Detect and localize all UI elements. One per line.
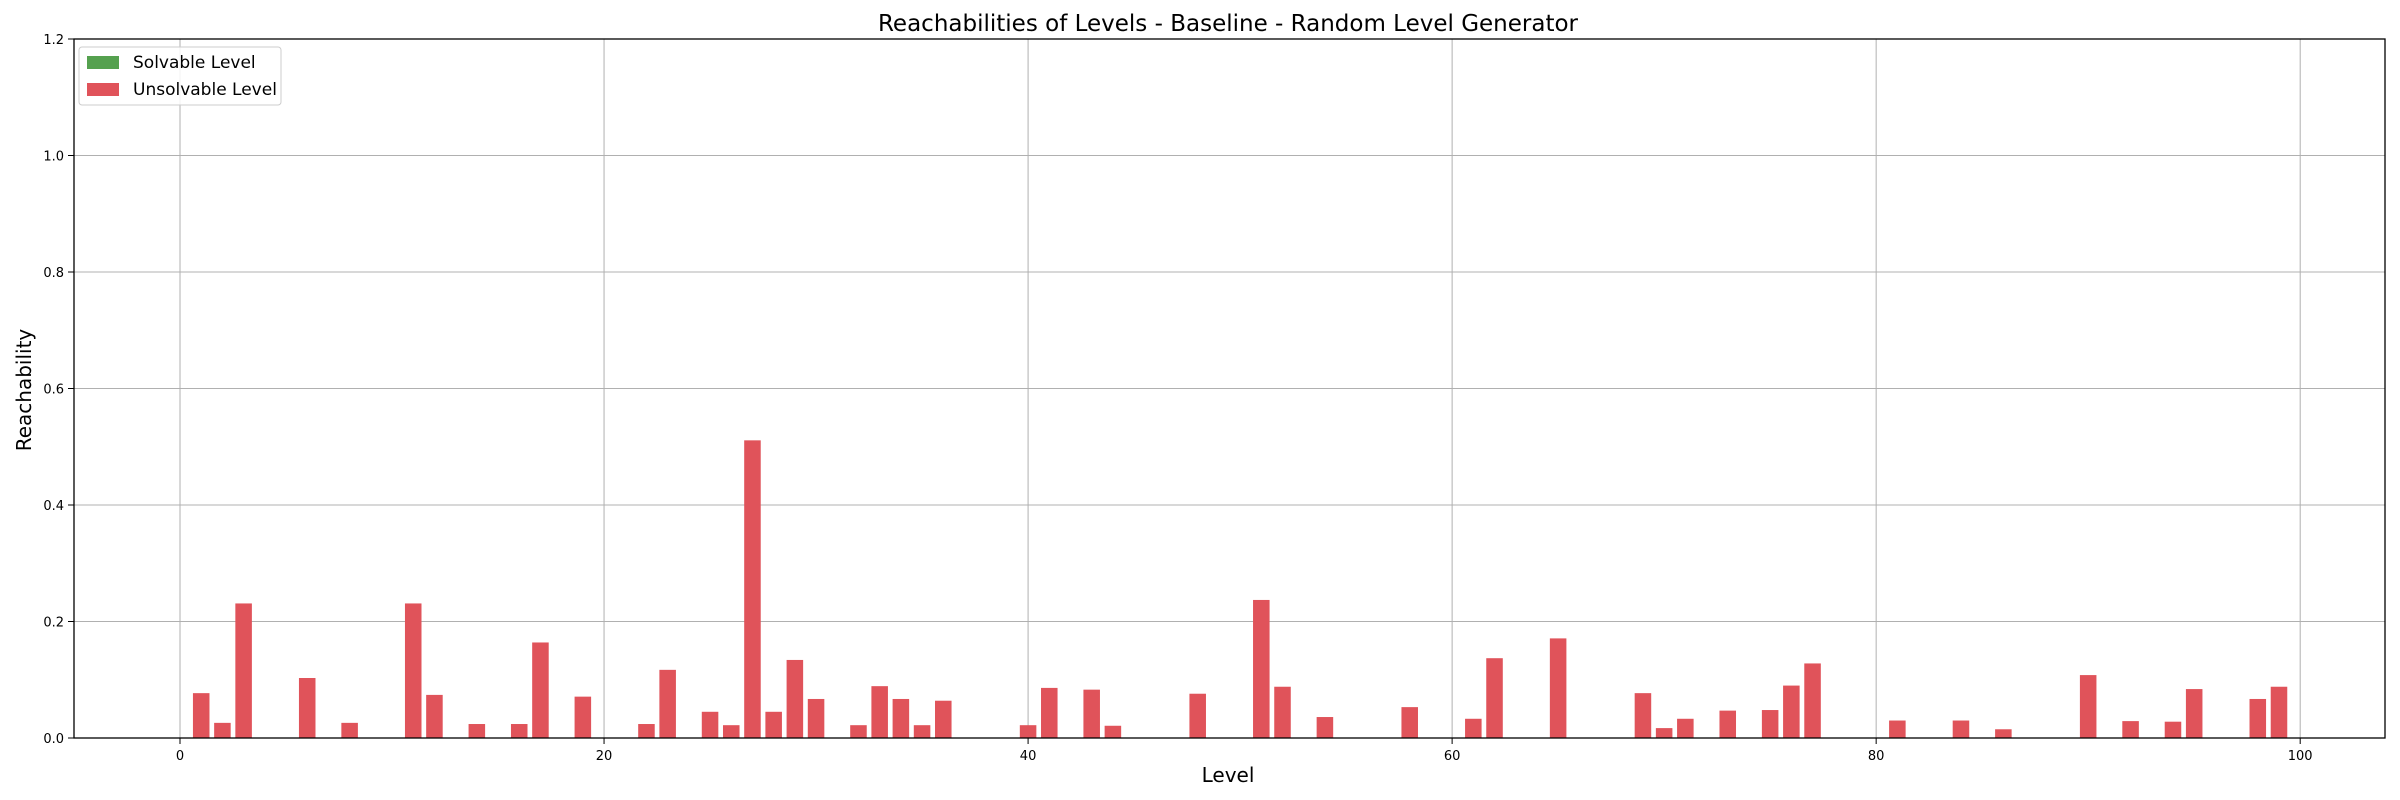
- bar: [341, 722, 358, 738]
- bar: [786, 659, 804, 738]
- bar: [1253, 599, 1270, 738]
- bar: [638, 724, 655, 738]
- bar: [1719, 710, 1737, 738]
- bar: [1274, 686, 1291, 738]
- bar: [1783, 685, 1800, 738]
- bar: [659, 669, 676, 738]
- x-tick-label: 20: [596, 749, 613, 764]
- x-tick-label: 0: [176, 749, 184, 764]
- bar: [235, 603, 252, 738]
- bar: [1804, 663, 1821, 738]
- legend: Solvable Level Unsolvable Level: [78, 46, 282, 106]
- y-tick-label: 0.6: [43, 383, 64, 398]
- bar: [1952, 720, 1970, 738]
- bar: [765, 711, 782, 738]
- bar: [701, 711, 719, 738]
- bar: [298, 678, 316, 738]
- bar: [1104, 725, 1122, 738]
- bar: [404, 603, 422, 738]
- bar: [1995, 729, 2012, 738]
- y-tick-label: 0.8: [43, 266, 64, 281]
- bar: [1634, 693, 1652, 738]
- bar: [1083, 689, 1100, 738]
- y-tick-label: 1.0: [43, 150, 64, 165]
- bar: [2122, 721, 2139, 738]
- y-tick-label: 0.4: [43, 499, 64, 514]
- chart-title: Reachabilities of Levels - Baseline - Ra…: [878, 11, 1579, 37]
- bar: [1655, 728, 1673, 738]
- bar: [192, 693, 210, 738]
- bars: [192, 440, 2288, 738]
- bar: [1041, 687, 1058, 738]
- legend-label-solvable: Solvable Level: [133, 53, 256, 73]
- bar: [2079, 675, 2097, 738]
- bar: [1019, 725, 1037, 738]
- bar: [426, 694, 443, 738]
- legend-label-unsolvable: Unsolvable Level: [133, 80, 277, 100]
- y-axis-label: Reachability: [12, 329, 36, 452]
- legend-swatch-solvable: [87, 56, 119, 69]
- bar: [2185, 689, 2203, 738]
- bar: [2249, 698, 2267, 738]
- bar: [1189, 693, 1206, 738]
- legend-swatch-unsolvable: [87, 83, 119, 96]
- bar: [1549, 638, 1567, 738]
- bar: [468, 724, 486, 738]
- x-tick-label: 60: [1444, 749, 1461, 764]
- x-tick-label: 100: [2288, 749, 2313, 764]
- bar: [2270, 686, 2288, 738]
- bar: [2164, 721, 2182, 738]
- y-tick-label: 1.2: [43, 33, 64, 48]
- bar: [1465, 718, 1482, 738]
- bar: [1761, 710, 1779, 738]
- bar: [532, 642, 549, 738]
- bar: [892, 698, 910, 738]
- bar: [1486, 658, 1503, 738]
- x-tick-label: 80: [1868, 749, 1885, 764]
- legend-frame: [78, 46, 282, 106]
- bar: [1677, 718, 1694, 738]
- bar: [744, 440, 761, 738]
- bar: [214, 722, 231, 738]
- bar: [850, 725, 867, 738]
- y-tick-label: 0.0: [43, 732, 64, 747]
- bar: [871, 686, 888, 738]
- x-tick-label: 40: [1020, 749, 1037, 764]
- x-axis-label: Level: [1202, 763, 1255, 787]
- bar: [722, 725, 740, 738]
- y-tick-label: 0.2: [43, 616, 64, 631]
- bar: [1316, 717, 1334, 738]
- bar: [574, 696, 592, 738]
- bar: [913, 725, 931, 738]
- bar: [1401, 707, 1418, 738]
- bar: [1889, 720, 1906, 738]
- bar: [807, 698, 825, 738]
- bar: [510, 724, 528, 738]
- axis-ticks: 0 20 40 60 80 100 0.0 0.2 0.4 0.6 0.8 1.0 1.2: [43, 33, 2312, 764]
- bar: [935, 700, 952, 738]
